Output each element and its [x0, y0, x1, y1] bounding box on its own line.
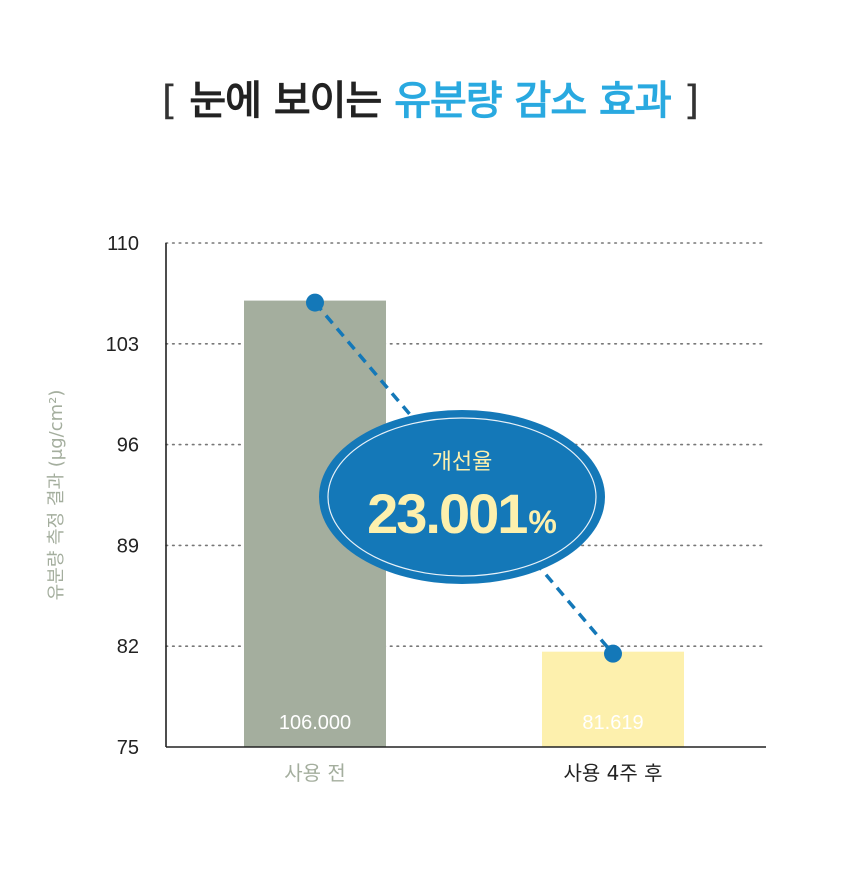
badge-inner-ring — [327, 417, 597, 577]
y-tick-label: 82 — [117, 636, 139, 658]
y-tick-label: 89 — [117, 535, 139, 557]
axes: 사용 전 사용 4주 후 — [165, 243, 766, 785]
x-category-label: 사용 전 — [284, 761, 346, 785]
data-point — [306, 293, 324, 312]
bar — [542, 651, 684, 747]
bar-value-label: 81.619 — [582, 712, 643, 734]
badge-ellipse — [319, 410, 605, 584]
y-tick-label: 75 — [117, 737, 139, 759]
badge-value-unit: % — [528, 504, 556, 540]
data-point — [604, 644, 622, 663]
title-plain: 눈에 보이는 — [189, 78, 382, 124]
title-bracket-close: ] — [683, 78, 700, 124]
x-category-label: 사용 4주 후 — [563, 761, 662, 785]
badge-value: 23.001% — [367, 482, 557, 545]
title-bracket-open: [ — [161, 78, 178, 124]
title-highlight: 유분량 감소 효과 — [394, 78, 671, 124]
badge-label: 개선율 — [432, 450, 493, 475]
improvement-badge: 개선율 23.001% — [319, 410, 605, 584]
y-tick-label: 110 — [107, 233, 139, 255]
chart-title: [ 눈에 보이는 유분량 감소 효과 ] — [0, 68, 860, 126]
y-axis-label: 유분량 측정 결과 (μg/cm²) — [46, 390, 67, 601]
y-tick-label: 96 — [117, 435, 139, 457]
badge-value-number: 23.001 — [367, 482, 527, 545]
bar-value-label: 106.000 — [279, 712, 351, 734]
y-tick-label: 103 — [106, 334, 139, 356]
y-ticks: 75 82 89 96 103 110 — [106, 233, 139, 759]
